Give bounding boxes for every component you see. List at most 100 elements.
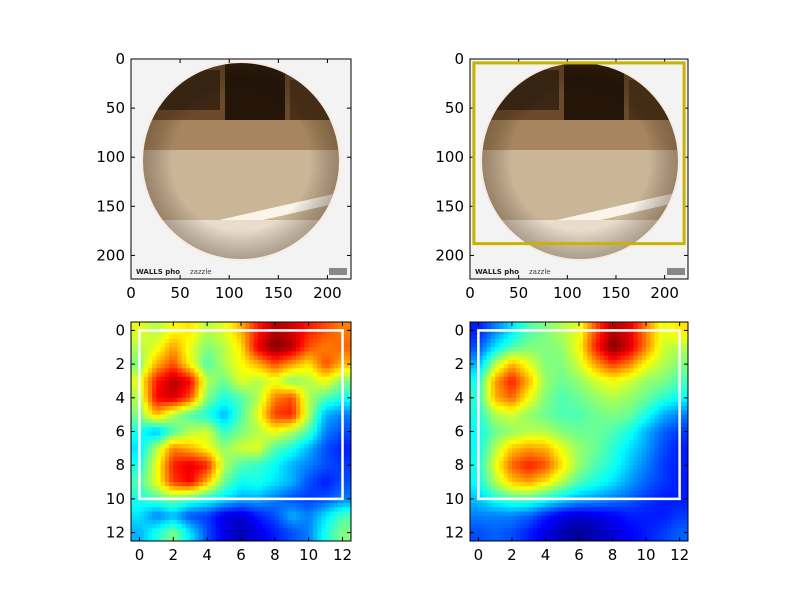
heatmap-cell (266, 385, 272, 390)
heatmap-cell (667, 477, 672, 483)
heatmap-cell (566, 423, 572, 428)
heatmap-cell (532, 351, 538, 357)
heatmap-cell (279, 402, 284, 407)
heatmap-cell (595, 456, 601, 462)
heatmap-cell (228, 326, 234, 332)
heatmap-cell (608, 414, 614, 420)
heatmap-cell (482, 460, 488, 466)
heatmap-cell (566, 435, 572, 441)
heatmap-cell (553, 460, 559, 466)
heatmap-cell (495, 477, 500, 483)
heatmap-cell (300, 380, 306, 386)
heatmap-cell (541, 423, 547, 428)
heatmap-cell (503, 486, 509, 492)
heatmap-cell (194, 473, 200, 479)
heatmap-cell (583, 355, 588, 361)
heatmap-cell (675, 351, 681, 357)
heatmap-cell (612, 330, 618, 336)
heatmap-cell (262, 507, 267, 513)
heatmap-cell (211, 343, 217, 348)
heatmap-cell (470, 431, 475, 437)
heatmap-cell (224, 338, 229, 344)
heatmap-cell (236, 351, 242, 357)
heatmap-cell (562, 376, 568, 382)
heatmap-cell (474, 469, 479, 475)
heatmap-cell (338, 427, 344, 433)
heatmap-cell (671, 465, 677, 470)
heatmap-cell (346, 482, 351, 487)
heatmap-cell (257, 503, 263, 508)
heatmap-cell (228, 380, 234, 386)
heatmap-cell (511, 477, 517, 483)
heatmap-cell (511, 351, 517, 357)
heatmap-cell (641, 326, 647, 332)
heatmap-cell (537, 456, 542, 462)
heatmap-cell (574, 469, 580, 475)
heatmap-cell (478, 469, 484, 475)
heatmap-cell (570, 418, 576, 424)
heatmap-cell (612, 431, 618, 437)
heatmap-cell (308, 444, 314, 449)
heatmap-cell (650, 326, 656, 332)
heatmap-cell (232, 456, 238, 462)
heatmap-cell (658, 439, 664, 445)
heatmap-cell (654, 439, 660, 445)
heatmap-cell (312, 494, 318, 500)
heatmap-cell (224, 359, 229, 365)
heatmap-cell (574, 452, 580, 458)
heatmap-cell (516, 330, 521, 336)
heatmap-cell (312, 503, 318, 508)
heatmap-cell (334, 486, 339, 492)
heatmap-cell (215, 507, 221, 513)
heatmap-cells (470, 322, 688, 541)
heatmap-cell (160, 397, 166, 403)
heatmap-cell (490, 368, 496, 374)
heatmap-cell (537, 427, 542, 433)
heatmap-cell (152, 456, 157, 462)
heatmap-cell (486, 393, 492, 399)
heatmap-cell (334, 393, 339, 399)
heatmap-cell (511, 503, 517, 508)
heatmap-cell (135, 397, 141, 403)
heatmap-cell (334, 368, 339, 374)
heatmap-cell (300, 507, 306, 513)
heatmap-cell (503, 414, 509, 420)
heatmap-cell (325, 498, 331, 504)
heatmap-cell (236, 448, 242, 454)
heatmap-cell (520, 343, 526, 348)
heatmap-cell (650, 435, 656, 441)
heatmap-cell (241, 418, 246, 424)
heatmap-cell (202, 444, 208, 449)
heatmap-cell (262, 414, 267, 420)
heatmap-cell (152, 431, 157, 437)
heatmap-cell (503, 393, 509, 399)
heatmap-cell (583, 351, 588, 357)
heatmap-cell (637, 431, 643, 437)
heatmap-cell (591, 473, 597, 479)
heatmap-cell (599, 393, 605, 399)
heatmap-cell (558, 372, 563, 378)
heatmap-cell (241, 477, 246, 483)
heatmap-cell (312, 359, 318, 365)
heatmap-cell (241, 322, 246, 327)
heatmap-cell (583, 490, 588, 496)
heatmap-cell (608, 343, 614, 348)
heatmap-cell (169, 444, 174, 449)
heatmap-cell (287, 528, 293, 534)
heatmap-cell (579, 503, 584, 508)
heatmap-cell (629, 330, 635, 336)
heatmap-cell (270, 490, 276, 496)
heatmap-cell (524, 343, 530, 348)
heatmap-cell (516, 343, 521, 348)
heatmap-cell (266, 423, 272, 428)
heatmap-cell (181, 536, 187, 541)
heatmap-cell (520, 359, 526, 365)
heatmap-cell (279, 347, 284, 353)
heatmap-cell (266, 482, 272, 487)
heatmap-cell (245, 355, 251, 361)
heatmap-cell (541, 469, 547, 475)
heatmap-cell (545, 414, 551, 420)
heatmap-cell (486, 334, 492, 340)
heatmap-cell (270, 486, 276, 492)
heatmap-cell (181, 368, 187, 374)
